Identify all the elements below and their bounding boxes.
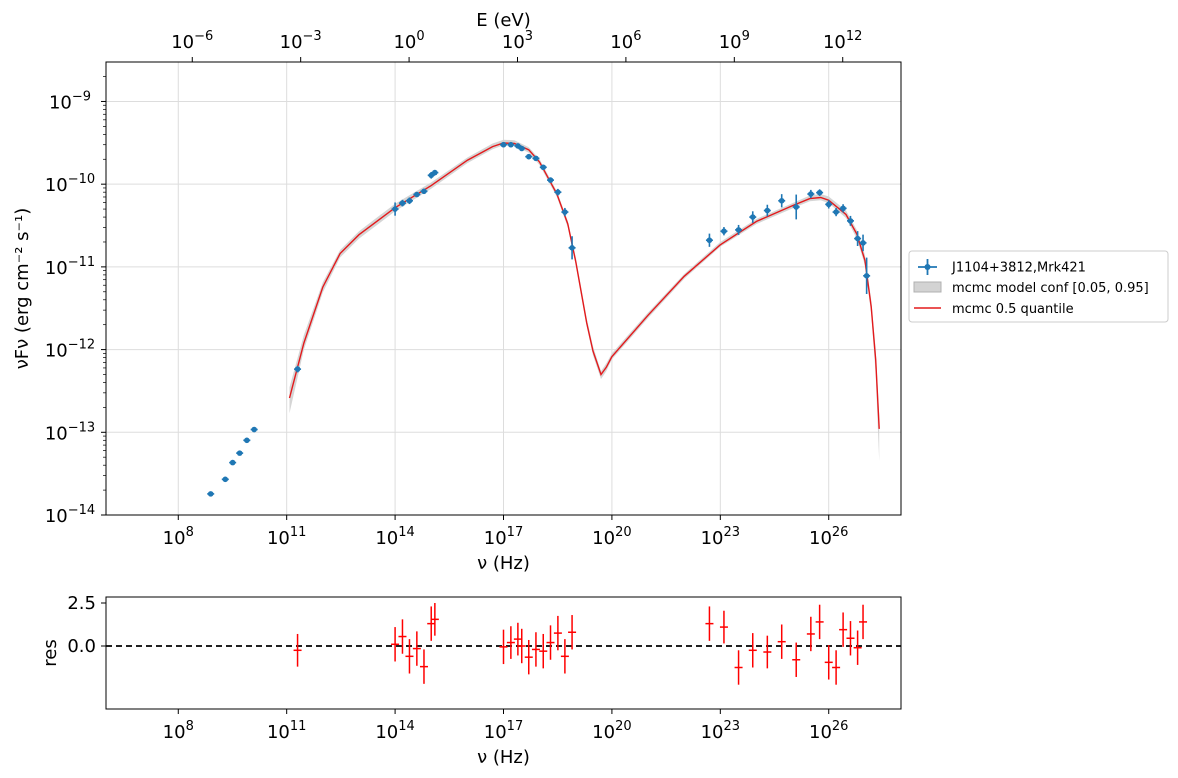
data-point-27 [735, 227, 742, 233]
legend-label-line: mcmc 0.5 quantile [952, 302, 1074, 317]
x-tick-label-0: 108 [163, 525, 194, 549]
x-tick-label-5: 1023 [701, 525, 740, 549]
data-point-28 [749, 214, 756, 220]
top-tick-label-1: 10−3 [280, 29, 322, 53]
data-point-11 [421, 188, 427, 195]
data-point-33 [816, 189, 823, 196]
legend-box [908, 250, 1169, 323]
data-point-36 [840, 205, 846, 212]
data-point-39 [860, 240, 866, 246]
y-tick-label-2: 10−12 [45, 338, 95, 362]
sed-top-axis-label: E (eV) [476, 10, 531, 31]
y-tick-label-4: 10−10 [45, 172, 95, 196]
legend-band-swatch [913, 281, 942, 293]
residual-y-axis-label: res [40, 639, 61, 666]
top-tick-label-2: 100 [393, 29, 424, 53]
legend-item-band: mcmc model conf [0.05, 0.95] [913, 281, 1149, 296]
data-point-2 [229, 459, 236, 466]
res-x-tick-label-6: 1026 [809, 719, 848, 743]
data-point-37 [847, 218, 854, 224]
sed-x-axis-label: ν (Hz) [477, 553, 530, 574]
data-point-19 [533, 155, 539, 162]
res-x-tick-label-4: 1020 [592, 719, 631, 743]
top-tick-label-3: 103 [502, 29, 533, 53]
data-point-23 [562, 209, 568, 215]
x-tick-label-3: 1017 [484, 525, 523, 549]
data-point-34 [825, 201, 832, 208]
data-point-21 [547, 177, 554, 183]
sed-y-axis-label: νFν (erg cm⁻² s⁻¹) [12, 208, 33, 370]
legend: J1104+3812,Mrk421 mcmc model conf [0.05,… [908, 250, 1169, 323]
res-x-tick-label-1: 1011 [267, 719, 306, 743]
top-tick-label-5: 109 [719, 29, 750, 53]
data-point-1 [222, 476, 229, 483]
y-tick-label-1: 10−13 [45, 420, 95, 444]
y-tick-label-5: 10−9 [49, 89, 91, 113]
y-tick-label-3: 10−11 [45, 255, 95, 279]
data-point-4 [244, 437, 250, 444]
data-point-15 [508, 141, 514, 148]
data-point-38 [854, 235, 861, 242]
res-x-tick-label-5: 1023 [701, 719, 740, 743]
top-tick-label-0: 10−6 [171, 29, 213, 53]
legend-label-band: mcmc model conf [0.05, 0.95] [952, 281, 1149, 296]
data-point-32 [808, 191, 814, 197]
x-tick-label-4: 1020 [592, 525, 631, 549]
x-tick-label-2: 1014 [375, 525, 414, 549]
residual-x-axis-label: ν (Hz) [477, 747, 530, 768]
residual-panel: 108 1011 1014 1017 1020 1023 1026 2.5 0.0 ν (Hz)… [40, 593, 902, 768]
data-point-25 [706, 237, 713, 244]
res-x-tick-label-2: 1014 [375, 719, 414, 743]
data-point-7 [392, 206, 398, 212]
data-point-18 [525, 153, 532, 160]
data-point-30 [778, 197, 785, 204]
res-y-tick-label-0: 2.5 [67, 593, 96, 614]
legend-label-data: J1104+3812,Mrk421 [951, 261, 1086, 276]
data-points [207, 141, 871, 497]
sed-axis-ticks: 108 1011 1014 1017 1020 1023 1026 10−14 10−13 10−… [45, 29, 863, 549]
res-y-tick-label-1: 0.0 [67, 636, 96, 657]
data-point-0 [207, 491, 214, 497]
top-tick-label-4: 106 [610, 29, 641, 53]
y-tick-label-0: 10−14 [45, 503, 95, 527]
data-point-17 [518, 145, 525, 152]
data-point-8 [399, 200, 406, 206]
data-point-35 [833, 209, 839, 215]
data-point-26 [721, 228, 727, 234]
data-point-3 [236, 450, 243, 456]
legend-item-line: mcmc 0.5 quantile [914, 302, 1074, 317]
data-point-29 [764, 207, 771, 214]
data-point-24 [569, 245, 575, 251]
data-point-9 [406, 197, 413, 204]
res-x-tick-label-0: 108 [163, 719, 194, 743]
residual-points [293, 603, 868, 685]
data-point-22 [555, 189, 561, 195]
res-x-tick-label-3: 1017 [484, 719, 523, 743]
data-point-13 [432, 169, 438, 176]
x-tick-label-1: 1011 [267, 525, 306, 549]
data-point-14 [500, 141, 507, 148]
legend-item-data: J1104+3812,Mrk421 [918, 259, 1086, 276]
sed-panel: 108 1011 1014 1017 1020 1023 1026 10−14 10−13 10−… [12, 10, 902, 574]
data-point-20 [540, 164, 547, 171]
data-point-31 [793, 204, 800, 210]
legend-data-marker-dot [924, 264, 931, 270]
data-point-5 [251, 426, 257, 433]
top-tick-label-6: 1012 [823, 29, 862, 53]
x-tick-label-6: 1026 [809, 525, 848, 549]
data-point-10 [414, 191, 420, 198]
data-point-6 [294, 366, 301, 372]
data-point-40 [863, 273, 870, 279]
residual-axis-ticks: 108 1011 1014 1017 1020 1023 1026 2.5 0.0 [67, 593, 848, 743]
